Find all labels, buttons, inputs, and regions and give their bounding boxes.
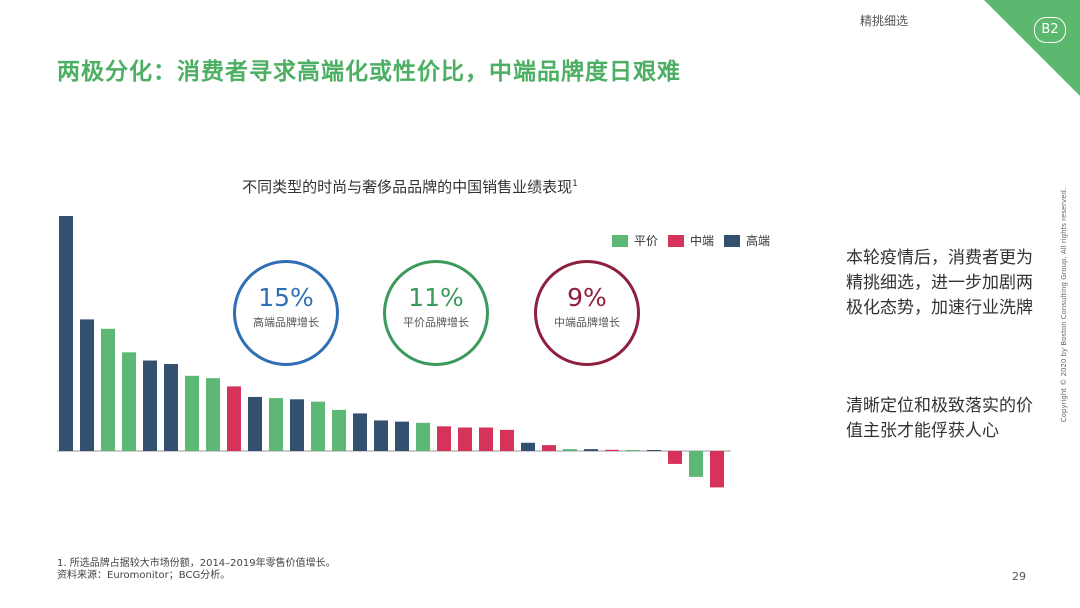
midrange-growth-label: 中端品牌增长: [554, 316, 620, 329]
bar-1: [59, 216, 73, 451]
bar-7: [185, 375, 199, 451]
legend-item-midrange: 中端: [668, 232, 714, 249]
insight-text-2: 清晰定位和极致落实的价值主张才能俘获人心: [846, 396, 1033, 441]
legend-item-affordable: 平价: [612, 232, 658, 249]
legend-swatch-midrange: [668, 234, 685, 247]
footnote-source: 资料来源：Euromonitor；BCG分析。: [57, 570, 231, 581]
bar-32: [710, 451, 724, 488]
page-number: 29: [1012, 570, 1026, 583]
bar-27: [605, 449, 619, 451]
midrange-growth-value: 9%: [567, 283, 607, 312]
bar-21: [479, 427, 493, 451]
affordable-growth-value: 11%: [408, 283, 464, 312]
affordable-growth-label: 平价品牌增长: [403, 316, 469, 329]
bar-17: [395, 421, 409, 451]
bar-2: [80, 319, 94, 451]
legend-swatch-affordable: [612, 234, 628, 247]
chart-title-text: 不同类型的时尚与奢侈品品牌的中国销售业绩表现: [242, 178, 573, 196]
premium-growth-value: 15%: [258, 283, 314, 312]
affordable-growth-circle: 11% 平价品牌增长: [383, 260, 489, 366]
bar-4: [122, 352, 136, 451]
bar-14: [332, 409, 346, 451]
bar-24: [542, 445, 556, 451]
bar-9: [227, 386, 241, 451]
chart-legend: 平价 中端 高端: [612, 232, 780, 249]
legend-swatch-premium: [724, 234, 741, 247]
premium-growth-circle: 15% 高端品牌增长: [233, 260, 339, 366]
bar-19: [437, 426, 451, 451]
legend-label-midrange: 中端: [690, 234, 715, 248]
bar-15: [353, 413, 367, 451]
insight-text-1: 本轮疫情后，消费者更为精挑细选，进一步加剧两极化态势，加速行业洗牌: [846, 248, 1033, 318]
premium-growth-label: 高端品牌增长: [253, 316, 319, 329]
bar-8: [206, 378, 220, 451]
bar-16: [374, 420, 388, 451]
midrange-growth-circle: 9% 中端品牌增长: [534, 260, 640, 366]
bar-3: [101, 328, 115, 451]
bar-23: [521, 442, 535, 451]
bar-12: [290, 399, 304, 451]
legend-label-premium: 高端: [746, 234, 771, 248]
bar-chart: [57, 216, 731, 488]
bar-25: [563, 449, 577, 451]
bar-30: [668, 451, 682, 464]
corner-triangle: [984, 0, 1080, 96]
bar-20: [458, 427, 472, 451]
bar-13: [311, 401, 325, 451]
section-label: 精挑细选: [860, 14, 909, 28]
bar-18: [416, 422, 430, 451]
bar-5: [143, 360, 157, 451]
chart-title: 不同类型的时尚与奢侈品品牌的中国销售业绩表现1: [0, 176, 820, 197]
bar-31: [689, 451, 703, 477]
page-badge: B2: [1034, 17, 1066, 43]
bar-10: [248, 396, 262, 451]
legend-item-premium: 高端: [724, 232, 770, 249]
footnote-line-1: 1. 所选品牌占据较大市场份额，2014–2019年零售价值增长。: [57, 558, 336, 569]
page-title: 两极分化：消费者寻求高端化或性价比，中端品牌度日艰难: [57, 59, 681, 85]
legend-label-affordable: 平价: [634, 234, 659, 248]
bar-26: [584, 449, 598, 451]
chart-title-footnote-mark: 1: [572, 179, 578, 189]
bar-11: [269, 398, 283, 451]
bar-22: [500, 429, 514, 451]
bar-28: [626, 450, 640, 451]
bar-6: [164, 364, 178, 451]
bar-29: [647, 450, 661, 451]
footnote: 1. 所选品牌占据较大市场份额，2014–2019年零售价值增长。 资料来源：E…: [57, 558, 336, 582]
copyright-notice: Copyright © 2020 by Boston Consulting Gr…: [1060, 187, 1068, 423]
